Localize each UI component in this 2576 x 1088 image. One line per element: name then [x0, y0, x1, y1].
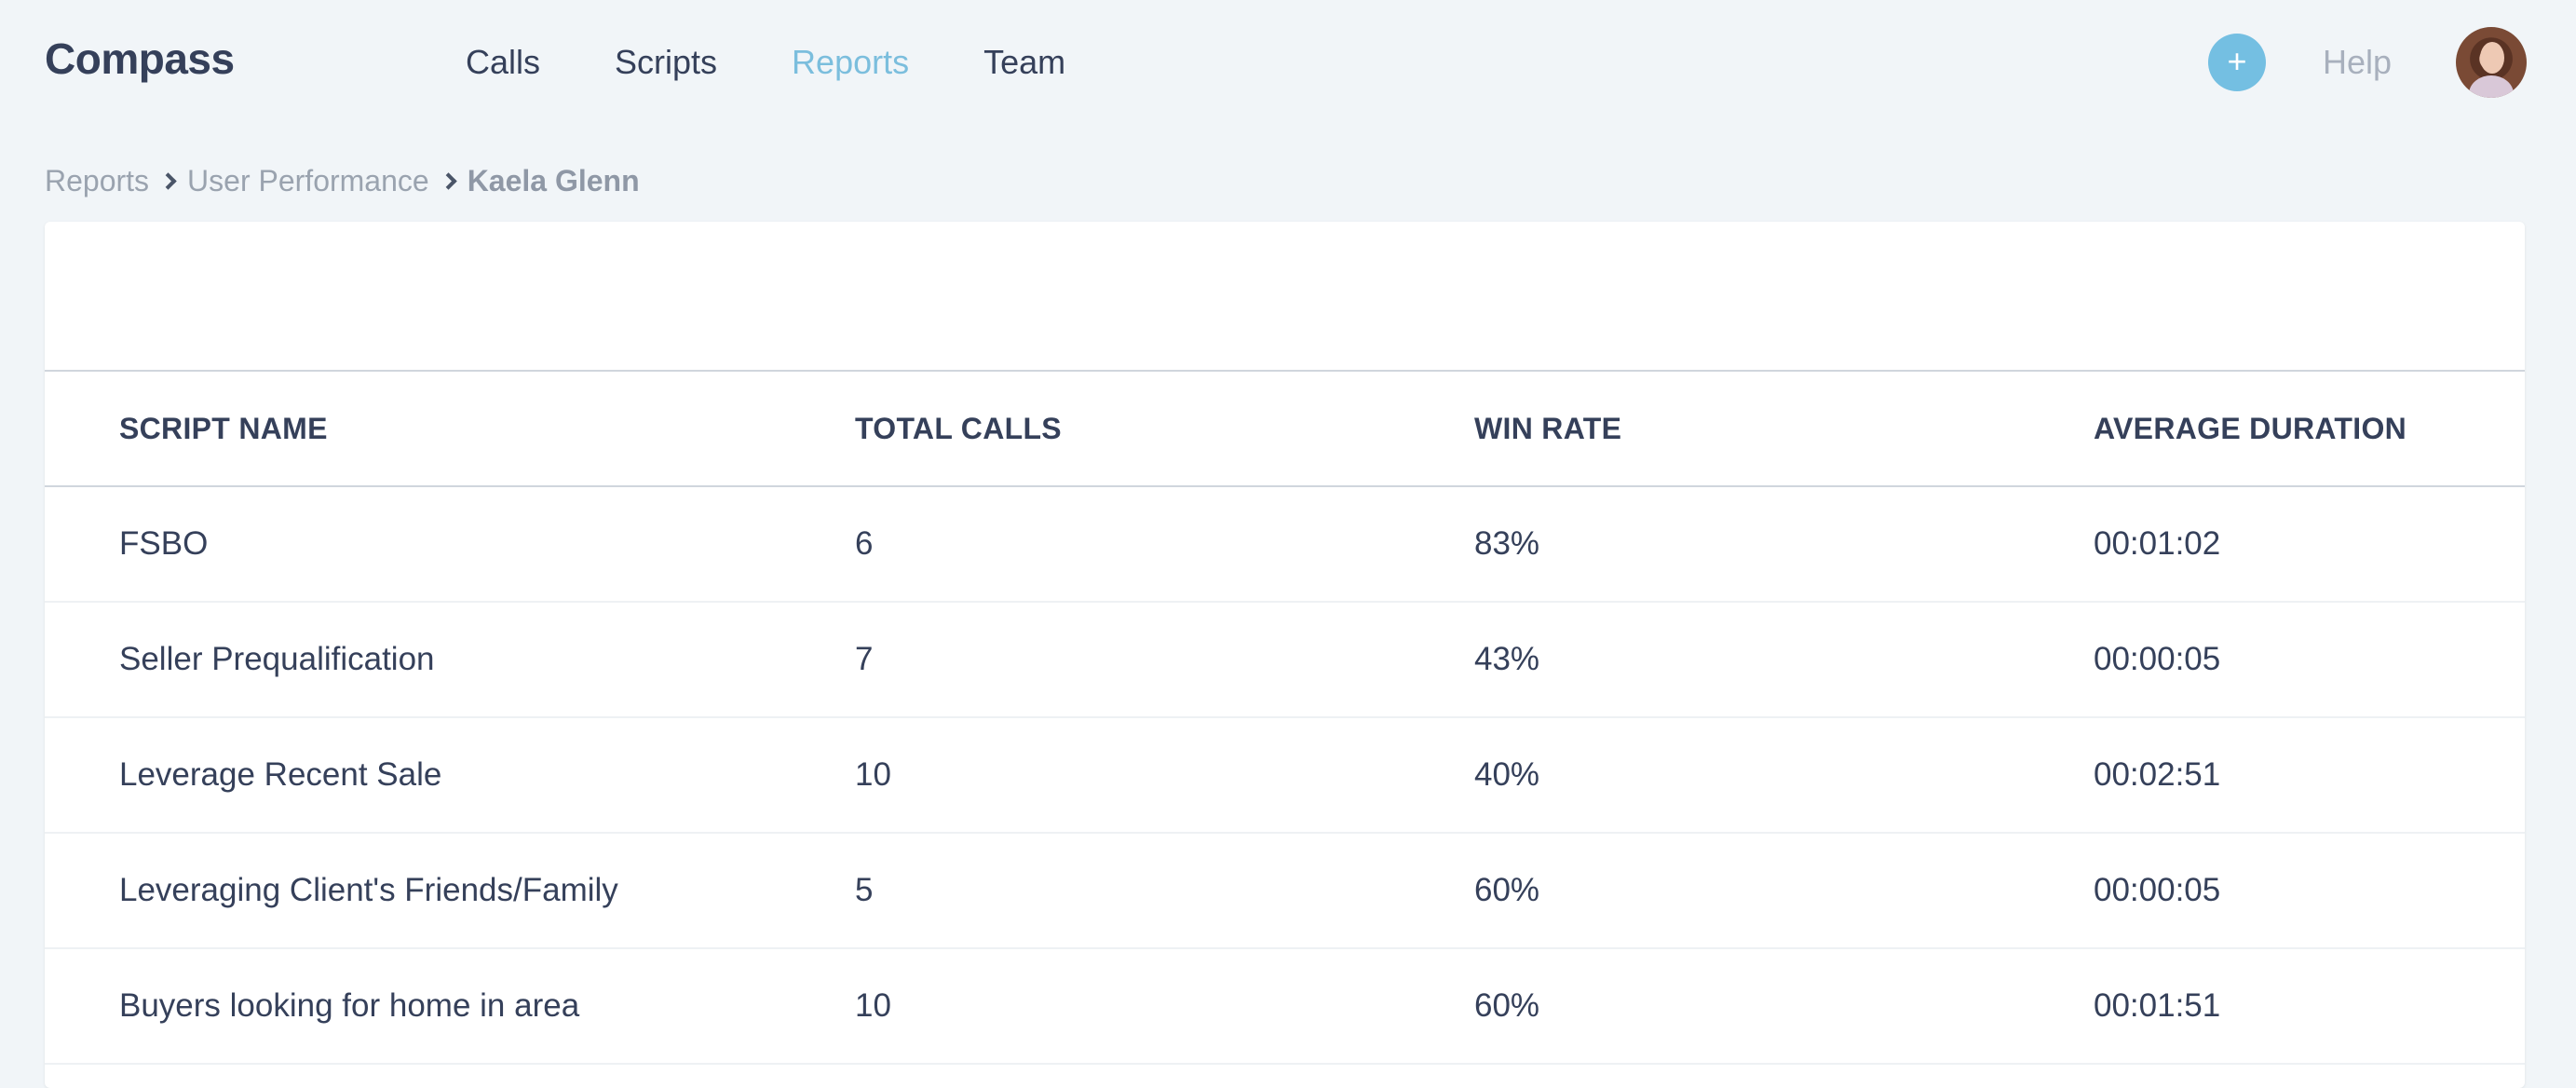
- table-row[interactable]: Buyers looking for home in area 10 60% 0…: [45, 948, 2525, 1065]
- user-avatar[interactable]: [2456, 27, 2527, 98]
- breadcrumb-user-performance[interactable]: User Performance: [187, 164, 429, 197]
- table-row[interactable]: Leverage Recent Sale 10 40% 00:02:51: [45, 717, 2525, 834]
- cell-total-calls: 10: [855, 948, 1474, 1065]
- cell-average-duration: 00:01:02: [2094, 486, 2525, 603]
- cell-win-rate: 40%: [1474, 717, 2094, 834]
- cell-total-calls: 5: [855, 833, 1474, 949]
- table-row[interactable]: FSBO 6 83% 00:01:02: [45, 486, 2525, 603]
- card-header: [45, 222, 2525, 372]
- cell-script-name: Leveraging Client's Friends/Family: [45, 833, 855, 949]
- cell-average-duration: 00:00:05: [2094, 602, 2525, 718]
- header-average-duration[interactable]: AVERAGE DURATION: [2094, 372, 2525, 487]
- cell-win-rate: 60%: [1474, 948, 2094, 1065]
- breadcrumb: Reports User Performance Kaela Glenn: [45, 164, 640, 198]
- header-script-name[interactable]: SCRIPT NAME: [45, 372, 855, 487]
- cell-script-name: FSBO: [45, 486, 855, 603]
- cell-win-rate: 43%: [1474, 602, 2094, 718]
- cell-win-rate: 83%: [1474, 486, 2094, 603]
- cell-total-calls: 10: [855, 717, 1474, 834]
- cell-script-name: Seller Prequalification: [45, 602, 855, 718]
- help-link[interactable]: Help: [2323, 43, 2393, 81]
- app-logo[interactable]: Compass: [45, 34, 235, 83]
- avatar-body-shape: [2469, 75, 2514, 98]
- avatar-face-shape: [2480, 42, 2504, 74]
- table-header-row: SCRIPT NAME TOTAL CALLS WIN RATE AVERAGE…: [45, 372, 2525, 487]
- cell-script-name: Leverage Recent Sale: [45, 717, 855, 834]
- cell-average-duration: 00:01:51: [2094, 948, 2525, 1065]
- breadcrumb-current: Kaela Glenn: [467, 164, 640, 197]
- cell-win-rate: 60%: [1474, 833, 2094, 949]
- cell-total-calls: 7: [855, 602, 1474, 718]
- chevron-right-icon: [159, 172, 177, 190]
- cell-total-calls: 6: [855, 486, 1474, 603]
- main-nav: Calls Scripts Reports Team: [466, 39, 1140, 86]
- nav-scripts[interactable]: Scripts: [615, 43, 718, 81]
- add-button[interactable]: +: [2208, 34, 2266, 91]
- top-bar: Compass Calls Scripts Reports Team + Hel…: [0, 0, 2576, 123]
- table-row[interactable]: Seller Prequalification 7 43% 00:00:05: [45, 602, 2525, 718]
- header-total-calls[interactable]: TOTAL CALLS: [855, 372, 1474, 487]
- cell-average-duration: 00:00:05: [2094, 833, 2525, 949]
- report-card: SCRIPT NAME TOTAL CALLS WIN RATE AVERAGE…: [45, 222, 2525, 1088]
- cell-average-duration: 00:02:51: [2094, 717, 2525, 834]
- breadcrumb-reports[interactable]: Reports: [45, 164, 150, 197]
- script-performance-table: SCRIPT NAME TOTAL CALLS WIN RATE AVERAGE…: [45, 372, 2525, 1065]
- cell-script-name: Buyers looking for home in area: [45, 948, 855, 1065]
- nav-calls[interactable]: Calls: [466, 43, 541, 81]
- nav-team[interactable]: Team: [983, 43, 1066, 81]
- chevron-right-icon: [439, 172, 457, 190]
- table-row[interactable]: Leveraging Client's Friends/Family 5 60%…: [45, 833, 2525, 949]
- header-win-rate[interactable]: WIN RATE: [1474, 372, 2094, 487]
- nav-reports[interactable]: Reports: [792, 43, 910, 81]
